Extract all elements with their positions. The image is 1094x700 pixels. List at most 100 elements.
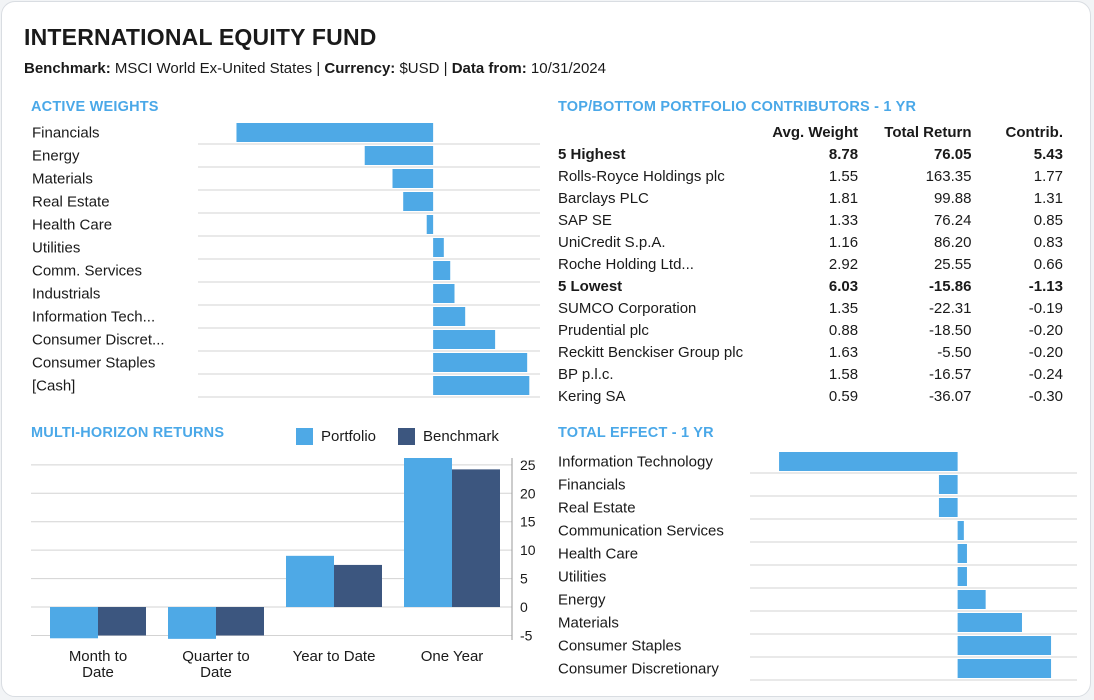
cell-value: -5.50 [937, 343, 972, 361]
table-row: UniCredit S.p.A. 1.16 86.20 0.83 [558, 231, 1063, 253]
cell-value: 86.20 [933, 233, 972, 251]
bar [957, 544, 967, 563]
bar-portfolio [50, 607, 98, 639]
table-row: SUMCO Corporation 1.35 -22.31 -0.19 [558, 297, 1063, 319]
cell-value: -22.31 [928, 299, 972, 317]
category-label: Consumer Staples [32, 355, 155, 372]
y-tick-label: -5 [520, 627, 533, 643]
separator: | [316, 60, 321, 77]
column-header: Total Return [884, 123, 972, 141]
cell-value: 1.16 [828, 233, 859, 251]
bar-benchmark [98, 607, 146, 636]
y-tick-label: 5 [520, 571, 528, 587]
bar-benchmark [334, 564, 382, 608]
category-label: Real Estate [32, 194, 110, 211]
y-tick-label: 20 [520, 485, 536, 501]
cell-value: -0.30 [1028, 387, 1063, 405]
bar [957, 659, 1052, 678]
returns-legend: Portfolio Benchmark [296, 428, 499, 445]
bar [433, 284, 455, 303]
category-label: Energy [558, 592, 606, 609]
column-header: Contrib. [1005, 123, 1064, 141]
returns-chart: -5 0 5 10 15 20 25 Month to Date Quarter to Date Ye… [31, 457, 536, 681]
cell-value: -18.50 [928, 321, 972, 339]
bar [403, 192, 434, 211]
cell-value: -0.19 [1028, 299, 1063, 317]
holding-name: Prudential plc [558, 321, 649, 339]
data-date-value: 10/31/2024 [530, 60, 606, 77]
cell-value: 1.81 [828, 189, 859, 207]
legend-label-portfolio: Portfolio [321, 428, 377, 445]
cell-value: 0.88 [828, 321, 859, 339]
active-weights-title: ACTIVE WEIGHTS [31, 99, 159, 115]
cell-value: 1.77 [1033, 167, 1063, 185]
cell-value: -15.86 [928, 277, 972, 295]
category-label: Health Care [32, 217, 112, 234]
cell-value: 1.58 [828, 365, 859, 383]
bar [433, 238, 444, 257]
table-header-name [558, 121, 772, 143]
total-effect-title: TOTAL EFFECT - 1 YR [558, 425, 714, 441]
table-row: Barclays PLC 1.81 99.88 1.31 [558, 187, 1063, 209]
category-label: Information Technology [558, 454, 713, 471]
category-label: Materials [558, 615, 619, 632]
bar [779, 452, 958, 471]
benchmark-value: MSCI World Ex-United States [114, 60, 313, 77]
holding-name: Kering SA [558, 387, 626, 405]
category-label: Financials [32, 125, 100, 142]
data-date-label: Data from: [451, 60, 527, 77]
bar [957, 521, 964, 540]
contributors-title: TOP/BOTTOM PORTFOLIO CONTRIBUTORS - 1 YR [558, 99, 917, 115]
category-label: Health Care [558, 546, 638, 563]
page-subtitle: Benchmark: MSCI World Ex-United States |… [24, 60, 606, 77]
holding-name: Barclays PLC [558, 189, 649, 207]
cell-value: 0.59 [828, 387, 859, 405]
benchmark-label: Benchmark: [24, 60, 111, 77]
cell-value: 1.63 [828, 343, 859, 361]
holding-name: UniCredit S.p.A. [558, 233, 666, 251]
x-tick-label: Quarter to Date [182, 648, 250, 681]
currency-value: $USD [399, 60, 440, 77]
y-tick-label: 10 [520, 542, 536, 558]
bar [957, 636, 1052, 655]
category-label: Consumer Staples [558, 638, 681, 655]
active-weights-chart: Financials Energy Materials Real Estate Heal… [32, 123, 540, 398]
total-effect-chart: Information Technology Financials Real Est… [558, 452, 1077, 681]
contributors-table: Avg. Weight Total Return Contrib. 5 High… [558, 121, 1063, 407]
bar [957, 590, 986, 609]
cell-value: -0.24 [1028, 365, 1063, 383]
category-label: Consumer Discretionary [558, 661, 719, 678]
category-label: Comm. Services [32, 263, 142, 280]
bar [957, 567, 967, 586]
cell-value: 1.55 [828, 167, 859, 185]
cell-value: 0.85 [1033, 211, 1063, 229]
cell-value: 8.78 [828, 145, 859, 163]
separator: | [443, 60, 448, 77]
cell-value: 1.33 [828, 211, 859, 229]
legend-swatch-benchmark [398, 428, 416, 445]
bar-portfolio [286, 555, 334, 608]
cell-value: 163.35 [925, 167, 972, 185]
cell-value: 0.66 [1033, 255, 1063, 273]
cell-value: 76.24 [933, 211, 972, 229]
cell-value: -0.20 [1028, 343, 1063, 361]
category-label: Materials [32, 171, 93, 188]
group-row: 5 Lowest 6.03 -15.86 -1.13 [558, 275, 1063, 297]
bar [433, 353, 528, 372]
bar-benchmark [216, 607, 264, 636]
bar [957, 613, 1022, 632]
category-label: Utilities [32, 240, 80, 257]
category-label: Utilities [558, 569, 606, 586]
legend-label-benchmark: Benchmark [423, 428, 499, 445]
cell-value: 6.03 [828, 277, 859, 295]
y-tick-label: 25 [520, 457, 536, 473]
category-label: Energy [32, 148, 80, 165]
cell-value: -0.20 [1028, 321, 1063, 339]
bar [938, 475, 958, 494]
table-row: Roche Holding Ltd... 2.92 25.55 0.66 [558, 253, 1063, 275]
bar [433, 376, 530, 395]
bar-portfolio [404, 458, 452, 608]
column-header: Avg. Weight [772, 123, 859, 141]
bar [426, 215, 434, 234]
x-tick-label: One Year [421, 648, 484, 665]
